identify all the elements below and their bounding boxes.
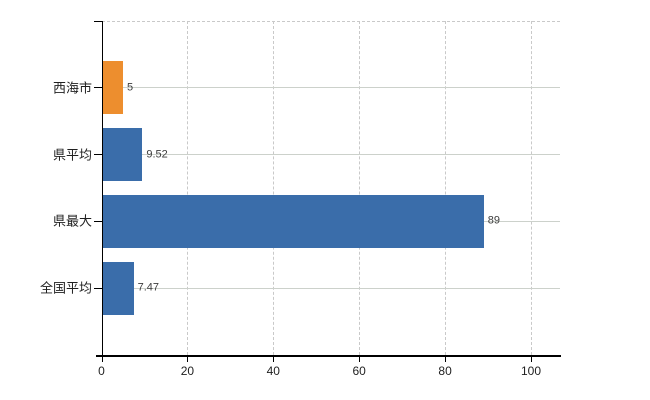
value-gridline xyxy=(531,21,532,355)
x-axis-line xyxy=(96,355,561,357)
bar-value-label: 5 xyxy=(126,81,134,94)
category-gridline xyxy=(101,87,560,89)
category-label: 全国平均 xyxy=(39,280,92,296)
chart-bar xyxy=(101,61,123,115)
x-axis-tick xyxy=(101,355,103,362)
x-axis-tick-label: 20 xyxy=(180,364,195,378)
y-axis-tick xyxy=(93,220,102,222)
x-axis-tick-label: 40 xyxy=(266,364,280,378)
x-axis-tick-label: 80 xyxy=(438,364,452,378)
chart-bar xyxy=(101,128,143,182)
value-gridline xyxy=(445,21,447,355)
bar-value-label: 9.52 xyxy=(146,148,168,161)
value-gridline xyxy=(273,21,275,355)
y-axis-top-tick xyxy=(93,20,102,22)
category-gridline xyxy=(101,154,560,156)
y-axis-line xyxy=(101,21,103,356)
x-axis-tick-label: 60 xyxy=(352,364,366,378)
category-label: 県平均 xyxy=(52,147,92,163)
x-axis-tick xyxy=(445,355,447,362)
x-axis-tick xyxy=(273,355,275,362)
plot-top-border xyxy=(101,21,560,22)
category-label: 県最大 xyxy=(52,213,92,229)
chart-bar xyxy=(101,194,484,248)
category-label: 西海市 xyxy=(52,80,92,96)
x-axis-tick-label: 0 xyxy=(98,364,105,378)
chart-bar xyxy=(101,261,134,315)
y-axis-tick xyxy=(93,87,102,89)
value-gridline xyxy=(187,21,189,355)
bar-value-label: 7.47 xyxy=(137,281,159,294)
x-axis-tick-label: 100 xyxy=(520,364,542,378)
bar-value-label: 89 xyxy=(487,214,500,227)
x-axis-tick xyxy=(187,355,189,362)
y-axis-tick xyxy=(93,287,102,289)
value-gridline xyxy=(359,21,361,355)
x-axis-tick xyxy=(359,355,361,362)
category-gridline xyxy=(101,287,560,289)
x-axis-tick xyxy=(531,355,532,362)
y-axis-tick xyxy=(93,154,102,156)
